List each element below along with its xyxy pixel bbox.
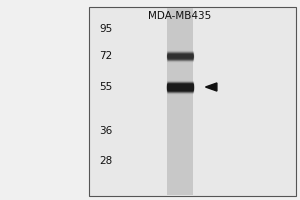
Bar [88,7,296,196]
Text: 95: 95 [99,24,112,34]
Polygon shape [206,83,217,91]
Bar [167,8,193,195]
Text: 28: 28 [99,156,112,166]
Text: 36: 36 [99,126,112,136]
Text: 55: 55 [99,82,112,92]
Text: MDA-MB435: MDA-MB435 [148,11,212,21]
Text: 72: 72 [99,51,112,61]
